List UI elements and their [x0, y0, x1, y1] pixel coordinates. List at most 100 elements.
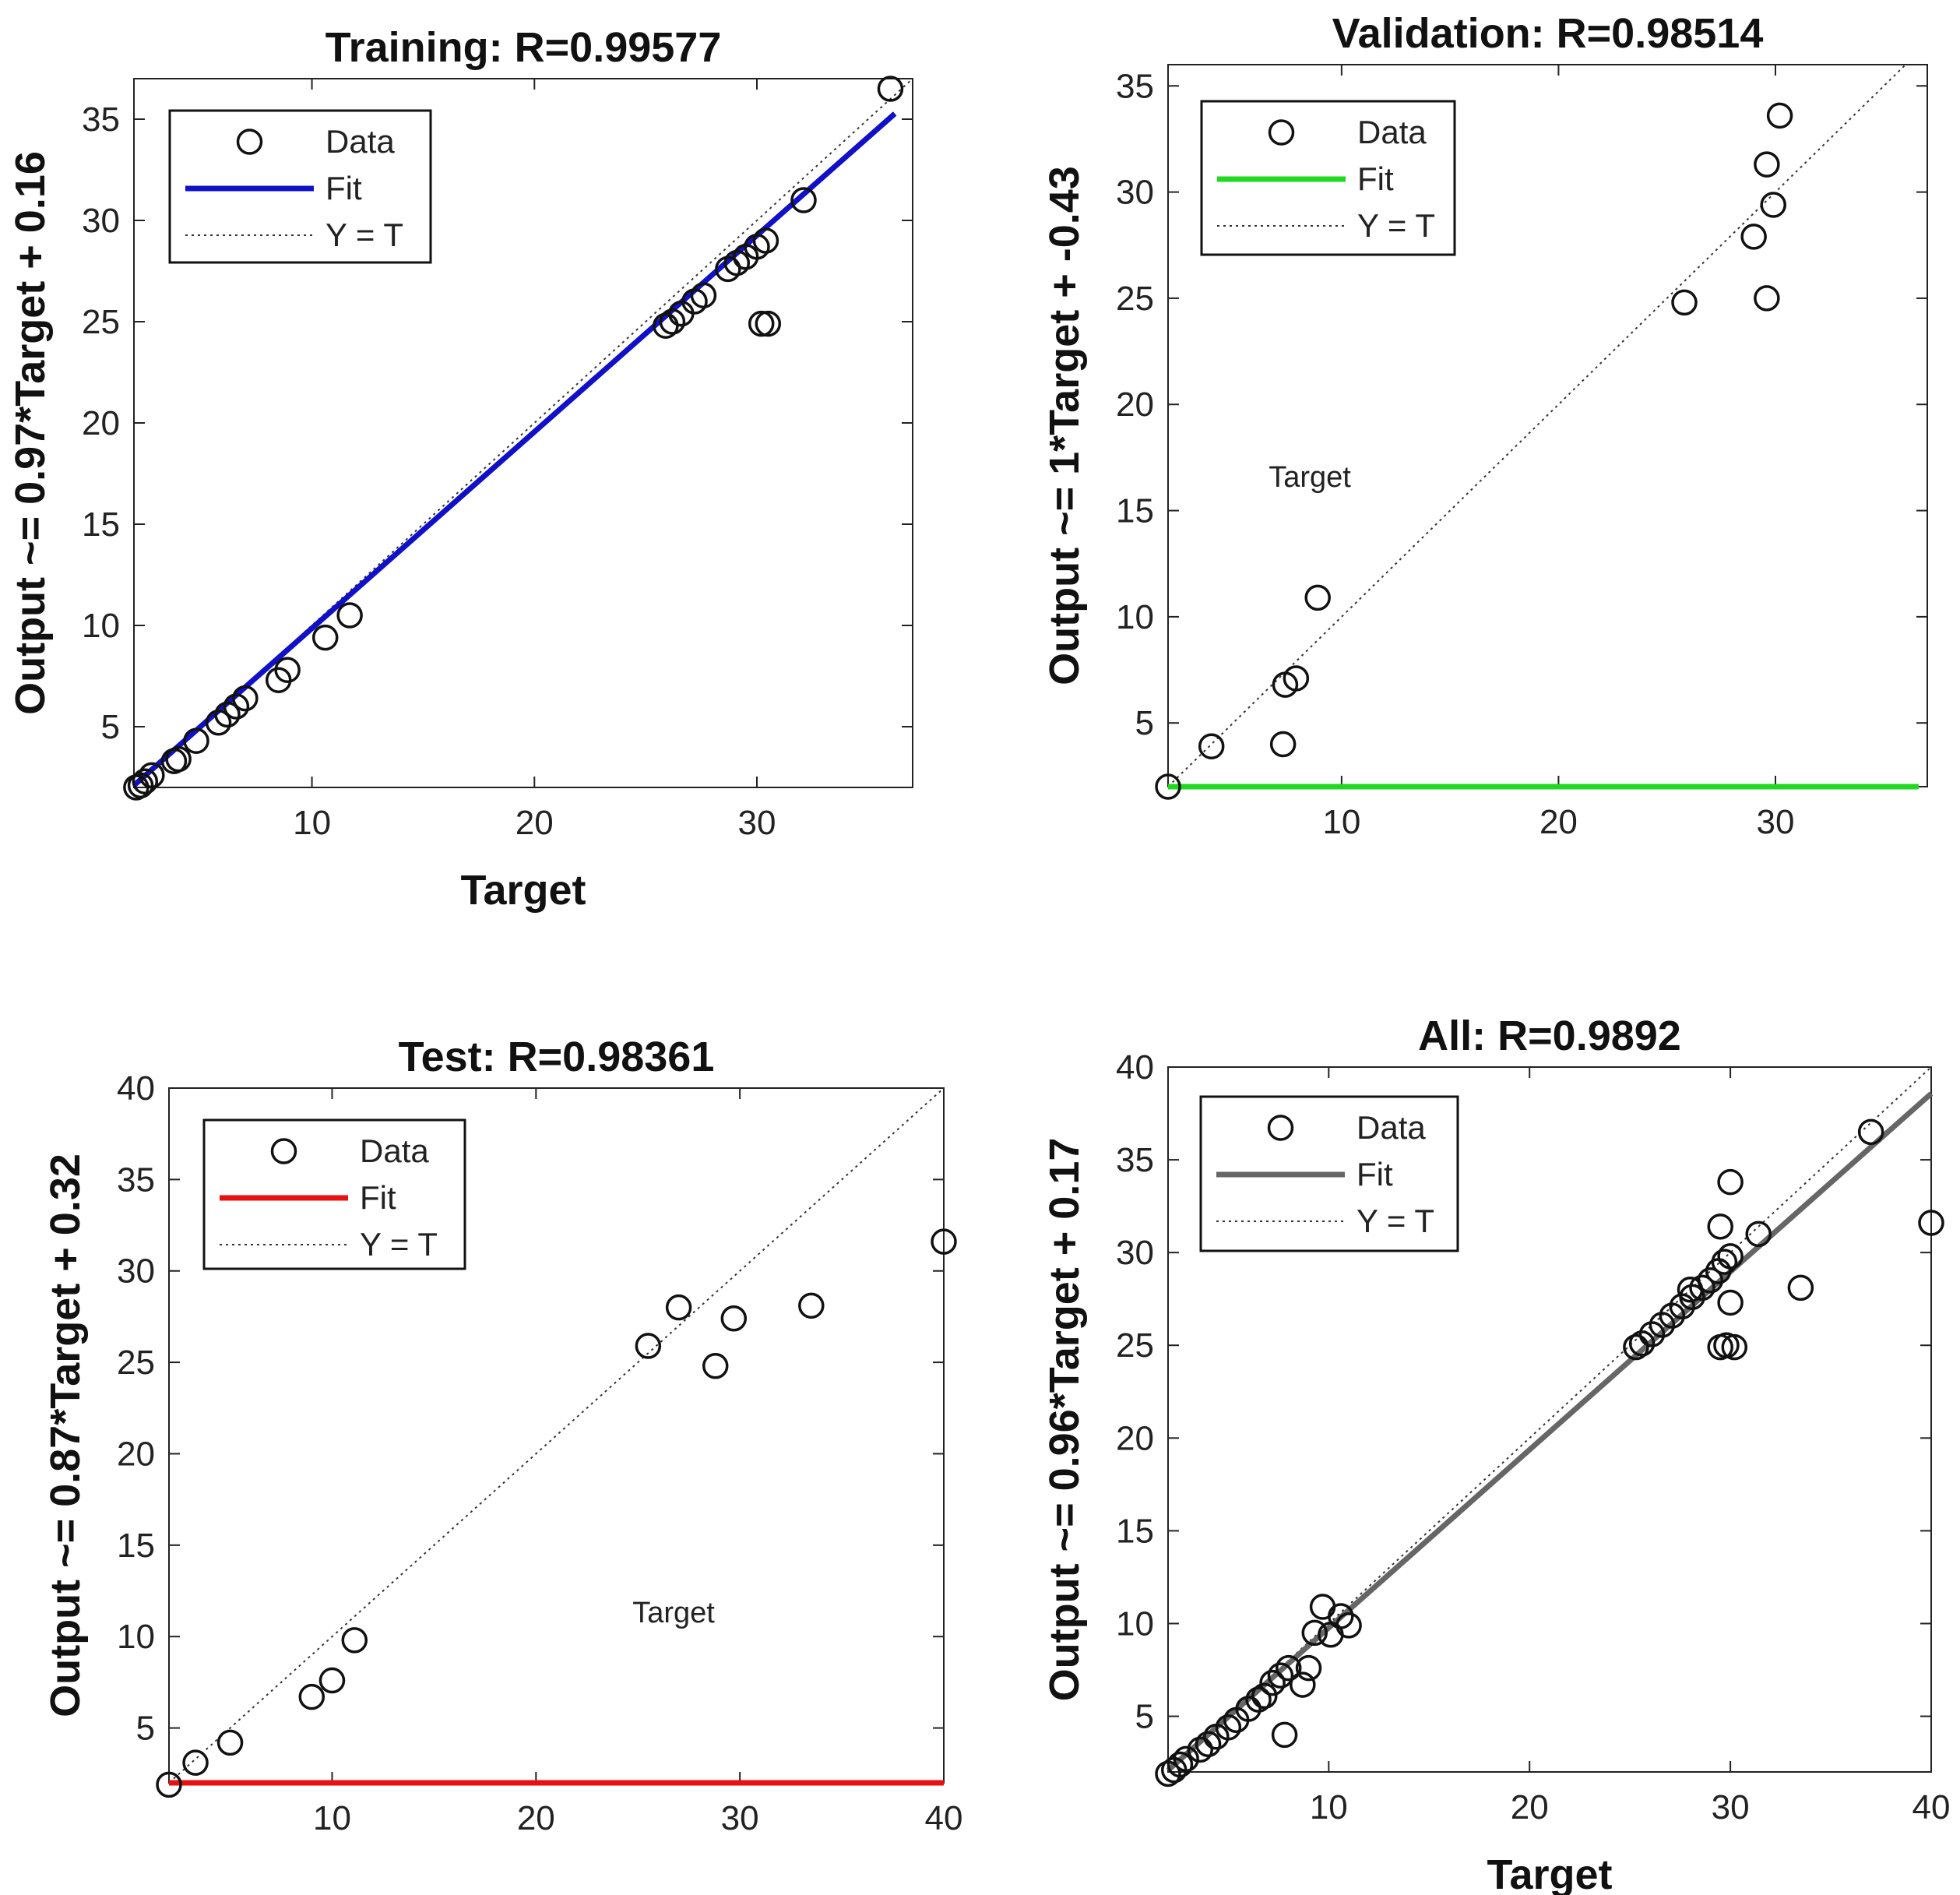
data-point: [1166, 1751, 1194, 1778]
data-point: [1335, 1612, 1362, 1639]
legend-entry: Fit: [325, 170, 362, 206]
data-point: [1628, 1330, 1656, 1357]
x-tick-label: 10: [1322, 803, 1360, 841]
data-point: [702, 1353, 729, 1379]
x-tick-label: 10: [313, 1799, 351, 1837]
y-tick-label: 10: [1116, 1604, 1154, 1643]
x-tick-label: 30: [1757, 803, 1795, 841]
data-point: [182, 1749, 209, 1776]
data-point: [790, 187, 817, 213]
data-point: [1659, 1302, 1686, 1329]
data-point: [1173, 1745, 1199, 1773]
legend: Data Fit Y = T: [1200, 100, 1456, 256]
y-tick-label: 15: [117, 1527, 155, 1565]
data-point: [1245, 1686, 1272, 1713]
data-point: [165, 745, 192, 773]
legend-entry: Y = T: [325, 217, 403, 253]
data-point: [1649, 1312, 1676, 1338]
data-point: [659, 308, 686, 335]
legend-entry: Data: [325, 123, 395, 160]
data-point: [1283, 665, 1310, 692]
target-annotation: Target: [632, 1597, 715, 1629]
data-point: [1267, 1662, 1294, 1689]
data-point: [798, 1292, 825, 1319]
data-point: [1301, 1619, 1328, 1647]
data-point: [1271, 1721, 1298, 1749]
y-tick-label: 30: [117, 1252, 155, 1291]
x-tick-label: 10: [1310, 1788, 1348, 1826]
legend-entry: Data: [1357, 114, 1427, 150]
x-tick-label: 20: [1511, 1788, 1549, 1826]
data-point: [1740, 224, 1767, 250]
data-point: [755, 310, 782, 337]
legend-data-marker: [236, 129, 263, 155]
data-point: [1275, 1654, 1302, 1682]
plot-training: 10 20 30 5 10 15 20 25 30 35 Training: R=0.99577 Ta…: [7, 24, 913, 914]
legend-data-marker: [270, 1138, 297, 1164]
x-tick-label: 20: [1539, 803, 1578, 841]
target-annotation: Target: [1269, 461, 1351, 494]
data-point: [1198, 733, 1225, 759]
y-tick-label: 25: [82, 303, 120, 341]
data-point: [1717, 1243, 1744, 1270]
data-point: [1707, 1213, 1733, 1240]
data-point: [274, 657, 301, 683]
data-point: [1760, 192, 1786, 218]
data-point: [748, 310, 775, 337]
data-point: [877, 76, 904, 102]
data-point: [1290, 1671, 1316, 1698]
x-axis-label: Target: [460, 867, 586, 914]
data-point: [1215, 1714, 1242, 1741]
data-point: [336, 602, 363, 629]
y-tick-label: 20: [1116, 1419, 1154, 1457]
legend-entry: Y = T: [1357, 1203, 1434, 1239]
legend-data-marker: [1268, 119, 1295, 146]
data-point: [214, 701, 241, 728]
data-point: [1745, 1220, 1772, 1248]
plot-test: 10 20 30 40 5 10 15 20 25 30 35 40 Test: R=0.98361 Ou…: [42, 1034, 962, 1837]
data-point: [1187, 1736, 1214, 1763]
legend-entry: Y = T: [360, 1226, 438, 1263]
data-point: [298, 1683, 325, 1710]
legend: Data Fit Y = T: [202, 1118, 466, 1270]
data-point: [1766, 102, 1793, 129]
y-tick-label: 30: [82, 202, 120, 240]
data-point: [1671, 289, 1698, 316]
x-tick-label: 10: [293, 804, 331, 842]
data-point: [1251, 1682, 1278, 1710]
data-point: [311, 624, 339, 651]
y-tick-label: 25: [117, 1344, 155, 1382]
data-point: [318, 1667, 346, 1694]
legend-box: [202, 1118, 466, 1270]
data-point: [1677, 1277, 1704, 1303]
data-point: [341, 1627, 368, 1654]
x-tick-label: 40: [925, 1799, 963, 1837]
data-point: [1304, 584, 1331, 611]
data-point: [720, 1305, 748, 1332]
legend-data-marker: [1267, 1115, 1294, 1141]
y-tick-label: 15: [1116, 492, 1154, 530]
data-point: [1787, 1274, 1814, 1301]
y-tick-label: 15: [82, 505, 120, 544]
data-point: [665, 1294, 692, 1321]
data-point: [1328, 1603, 1354, 1629]
y-tick-label: 40: [1116, 1048, 1154, 1087]
y-tick-label: 15: [1116, 1512, 1154, 1550]
legend-entry: Y = T: [1357, 207, 1435, 244]
data-point: [1721, 1333, 1748, 1361]
y-tick-label: 40: [117, 1069, 155, 1108]
y-tick-label: 5: [136, 1710, 155, 1748]
legend-entry: Fit: [1357, 160, 1394, 197]
x-tick-label: 20: [516, 804, 554, 842]
identity-line: [168, 1087, 945, 1784]
data-point: [1623, 1333, 1649, 1361]
y-tick-label: 25: [1116, 1326, 1154, 1365]
x-axis-label: Target: [1487, 1851, 1612, 1895]
y-tick-label: 35: [1116, 1141, 1154, 1179]
fit-line: [132, 111, 897, 788]
chart-title: Validation: R=0.98514: [1332, 10, 1764, 57]
data-point: [1711, 1249, 1738, 1275]
data-point: [1754, 151, 1780, 178]
data-point: [1717, 1289, 1744, 1316]
